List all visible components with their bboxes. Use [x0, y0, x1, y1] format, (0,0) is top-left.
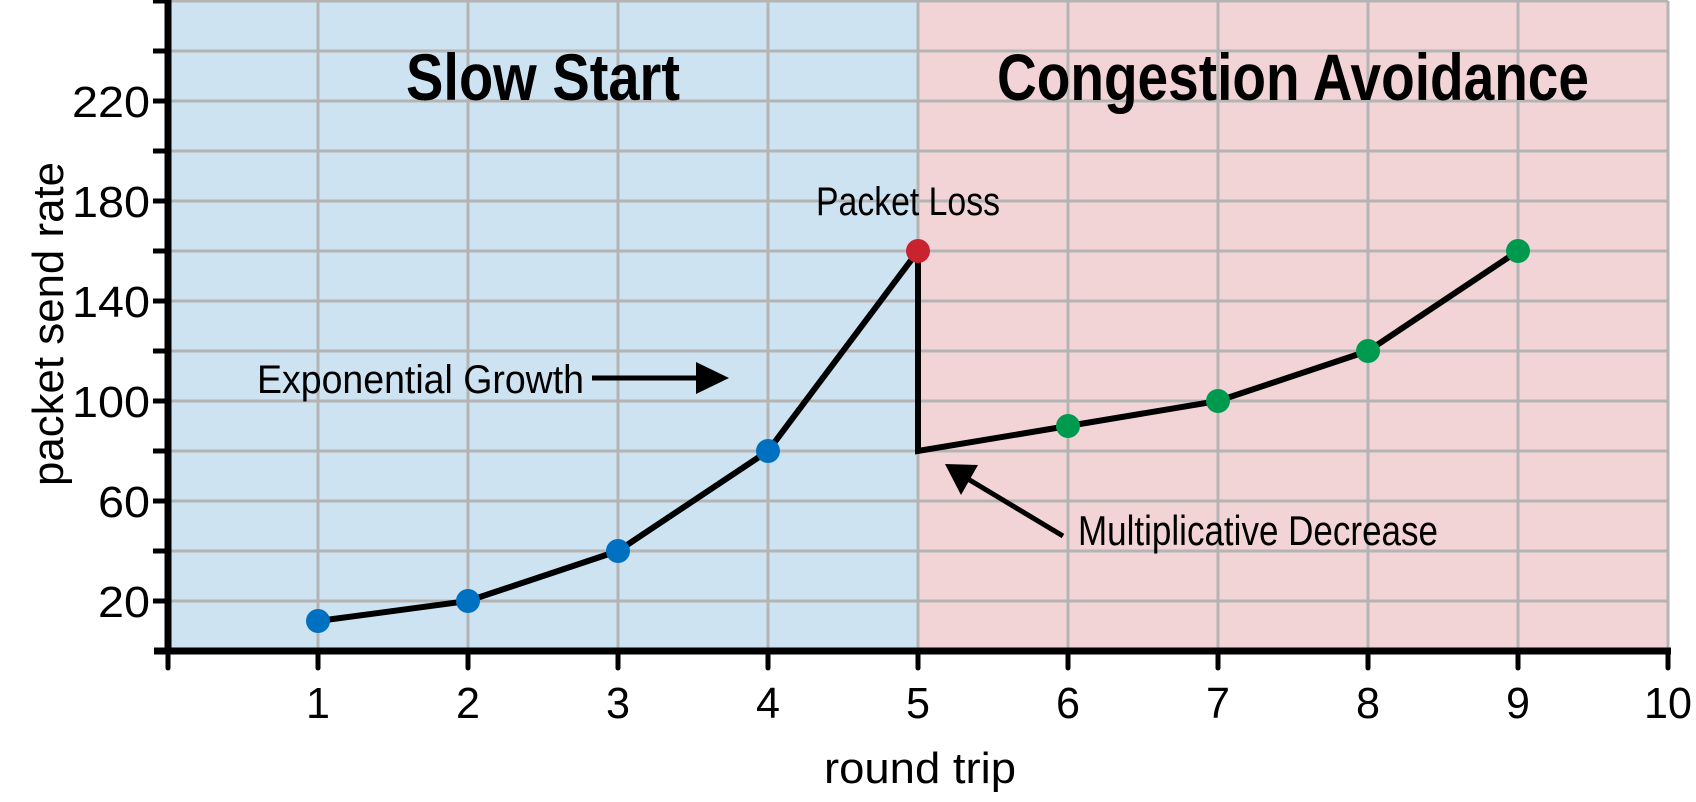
x-tick-label: 3: [606, 679, 630, 728]
region-background-1: [918, 1, 1668, 651]
data-point: [1206, 389, 1230, 413]
data-point: [1356, 339, 1380, 363]
region-label: Slow Start: [406, 40, 680, 114]
data-point: [606, 539, 630, 563]
x-tick-label: 1: [306, 679, 330, 728]
exponential-growth-arrow-head: [696, 362, 729, 394]
annotation-packet-loss: Packet Loss: [816, 180, 1000, 224]
x-tick-label: 9: [1506, 679, 1530, 728]
y-tick-label: 180: [72, 178, 150, 227]
data-point: [906, 239, 930, 263]
data-point: [1056, 414, 1080, 438]
annotation-multiplicative-decrease: Multiplicative Decrease: [1078, 507, 1438, 554]
data-point: [306, 609, 330, 633]
x-axis-label: round trip: [824, 744, 1016, 793]
x-tick-label: 8: [1356, 679, 1380, 728]
region-label: Congestion Avoidance: [997, 40, 1589, 114]
y-axis-label: packet send rate: [24, 162, 73, 486]
x-tick-label: 4: [756, 679, 780, 728]
y-tick-label: 140: [72, 278, 150, 327]
x-tick-label: 5: [906, 679, 930, 728]
y-tick-label: 20: [98, 578, 150, 627]
y-tick-label: 100: [72, 378, 150, 427]
data-point: [756, 439, 780, 463]
data-point: [456, 589, 480, 613]
x-tick-label: 7: [1206, 679, 1230, 728]
region-background-0: [168, 1, 918, 651]
annotation-exponential-growth: Exponential Growth: [257, 358, 584, 402]
multiplicative-decrease-arrow-shaft: [966, 476, 1065, 539]
x-tick-label: 6: [1056, 679, 1080, 728]
data-point: [1506, 239, 1530, 263]
send-rate-line: [317, 242, 1520, 624]
x-tick-label: 2: [456, 679, 480, 728]
y-tick-label: 60: [98, 478, 150, 527]
x-tick-label: 10: [1644, 679, 1692, 728]
y-tick-label: 220: [72, 78, 150, 127]
multiplicative-decrease-arrow-head: [945, 464, 978, 495]
